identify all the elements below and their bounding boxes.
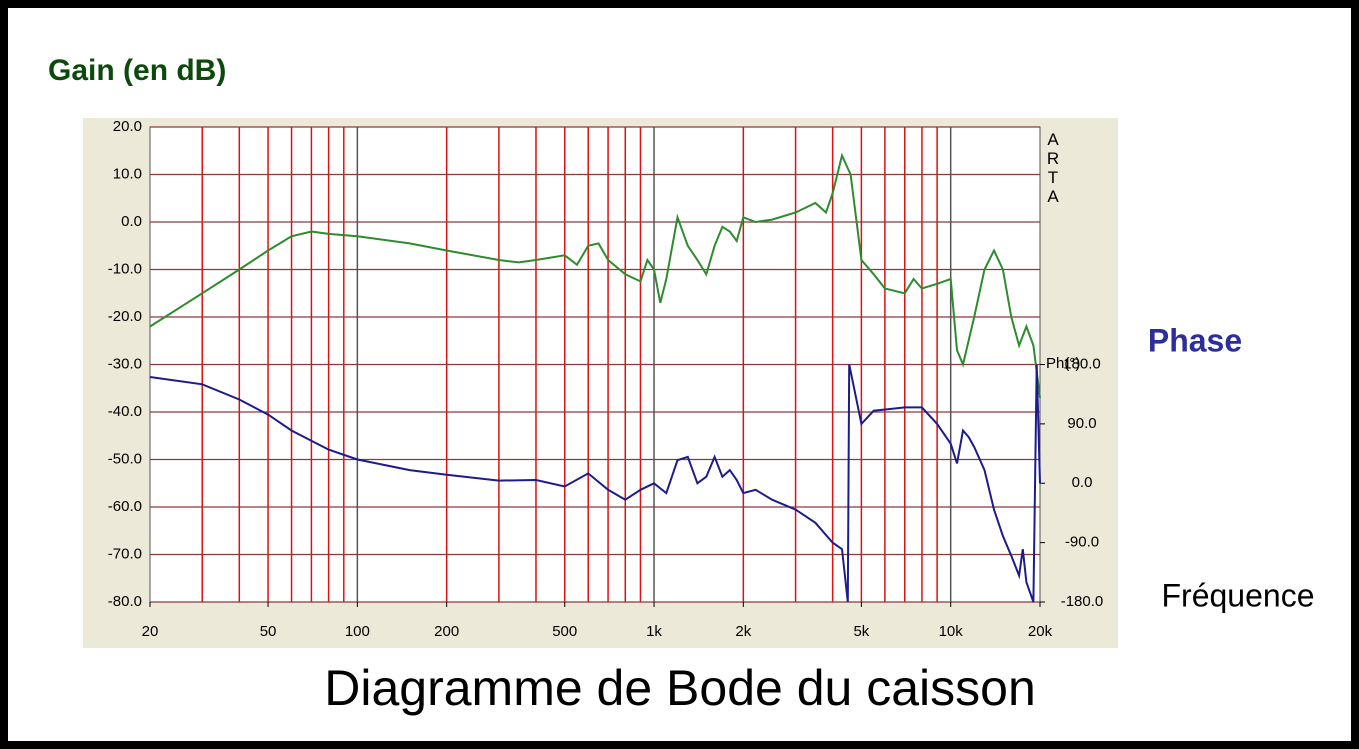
y2-axis-label: Ph(°)	[1046, 355, 1080, 372]
x-tick-label: 10k	[939, 623, 964, 640]
y2-tick-label: -90.0	[1065, 534, 1099, 551]
x-tick-label: 200	[434, 623, 459, 640]
y-tick-label: -60.0	[108, 498, 142, 515]
y-tick-label: -20.0	[108, 308, 142, 325]
x-tick-label: 5k	[853, 623, 869, 640]
y2-tick-label: 180.0	[1063, 355, 1101, 372]
y2-tick-label: 90.0	[1067, 415, 1096, 432]
y-tick-label: -10.0	[108, 260, 142, 277]
y-tick-label: 20.0	[113, 118, 142, 135]
y-tick-label: -50.0	[108, 450, 142, 467]
y-tick-label: -80.0	[108, 593, 142, 610]
x-tick-label: 500	[552, 623, 577, 640]
x-tick-label: 20k	[1028, 623, 1053, 640]
watermark: ARTA	[1044, 130, 1063, 206]
y-tick-label: -40.0	[108, 403, 142, 420]
x-tick-label: 1k	[646, 623, 662, 640]
series-line	[149, 364, 1041, 603]
y2-tick-label: -180.0	[1061, 593, 1104, 610]
y-tick-label: -70.0	[108, 545, 142, 562]
x-tick-label: 2k	[735, 623, 751, 640]
phase-label: Phase	[1148, 322, 1242, 358]
chart-title: Diagramme de Bode du caisson	[324, 660, 1036, 716]
x-tick-label: 50	[260, 623, 277, 640]
y-tick-label: 0.0	[121, 213, 142, 230]
y-tick-label: -30.0	[108, 355, 142, 372]
series-line	[149, 152, 1041, 398]
y-tick-label: 10.0	[113, 165, 142, 182]
gain-label: Gain (en dB)	[48, 54, 226, 87]
x-tick-label: 100	[345, 623, 370, 640]
x-axis-label: Fréquence	[1162, 577, 1315, 613]
y2-tick-label: 0.0	[1072, 474, 1093, 491]
x-tick-label: 20	[142, 623, 159, 640]
